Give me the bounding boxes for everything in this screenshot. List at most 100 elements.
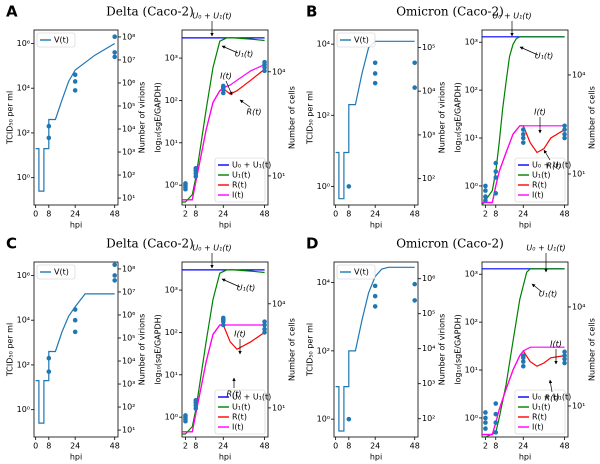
y2-tick-label: 10³ — [422, 130, 435, 139]
x-tick-label: 8 — [46, 210, 51, 219]
x-tick-label: 48 — [259, 210, 269, 219]
data-point — [562, 135, 567, 141]
legend-box — [336, 264, 376, 280]
y2-axis-label: Number of virions — [438, 82, 447, 154]
y2-tick-label: 10⁴ — [422, 344, 435, 353]
annotation-arrow — [531, 283, 543, 293]
y2-tick-label: 10² — [122, 171, 135, 180]
data-point — [562, 123, 567, 129]
data-point — [72, 72, 78, 78]
y-tick-label: 10⁴ — [17, 316, 30, 325]
x-tick-label: 8 — [193, 442, 198, 451]
data-point — [112, 54, 118, 60]
annotation: R(t) — [545, 394, 560, 403]
data-point — [520, 131, 526, 137]
annotation: U₁(t) — [235, 50, 253, 59]
data-point — [483, 420, 488, 425]
y-tick-label: 10² — [317, 346, 330, 355]
x-axis-label: hpi — [370, 221, 382, 230]
legend-label: U₀ + U₁(t) — [532, 393, 571, 402]
panel-title: Delta (Caco-2) — [106, 237, 194, 251]
y2-tick-label: 10² — [122, 403, 135, 412]
x-tick-label: 0 — [333, 210, 338, 219]
data-point — [193, 165, 199, 171]
y2-tick-label: 10⁶ — [122, 78, 135, 87]
y-tick-label: 10² — [465, 318, 478, 327]
data-point — [262, 68, 267, 74]
data-point — [46, 369, 52, 374]
y2-tick-label: 10⁵ — [122, 101, 135, 110]
x-tick-label: 24 — [70, 210, 80, 219]
data-point — [46, 355, 52, 361]
data-point — [493, 160, 499, 166]
data-point — [346, 184, 352, 189]
panel-label: C — [6, 235, 17, 253]
x-tick-label: 0 — [33, 442, 38, 451]
data-point — [46, 135, 52, 141]
annotation: R(t) — [227, 390, 242, 399]
y-tick-label: 10⁰ — [17, 405, 30, 414]
y2-tick-label: 10⁸ — [122, 32, 135, 41]
y-tick-label: 10⁰ — [165, 413, 178, 422]
x-axis-label: hpi — [219, 221, 231, 230]
y-tick-label: 10³ — [165, 54, 178, 63]
data-point — [483, 410, 488, 415]
x-tick-label: 8 — [346, 442, 351, 451]
y2-tick-label: 10⁴ — [122, 357, 135, 366]
x-tick-label: 48 — [110, 442, 120, 451]
annotation-arrow — [225, 80, 233, 96]
y2-tick-label: 10¹ — [122, 426, 135, 435]
x-tick-label: 48 — [110, 210, 120, 219]
legend-label: U₀ + U₁(t) — [532, 161, 571, 170]
y2-tick-label: 10⁴ — [572, 302, 585, 311]
y-tick-label: 10³ — [465, 270, 478, 279]
x-tick-label: 24 — [218, 442, 228, 451]
y2-tick-label: 10² — [422, 414, 435, 423]
data-point — [220, 83, 226, 89]
y-axis-label: log₁₀(sgE/GAPDH) — [454, 314, 463, 385]
y2-tick-label: 10⁷ — [122, 287, 135, 296]
plot-frame — [33, 29, 119, 206]
data-point — [372, 80, 378, 86]
x-tick-label: 48 — [410, 210, 420, 219]
legend-label: V(t) — [354, 268, 369, 277]
series-line — [182, 64, 265, 201]
legend-label: V(t) — [54, 268, 69, 277]
legend-label: U₀ + U₁(t) — [232, 161, 271, 170]
y-tick-label: 10⁴ — [317, 278, 330, 287]
data-point — [72, 88, 78, 93]
annotation-arrow — [548, 379, 553, 393]
x-axis-label: hpi — [519, 453, 531, 462]
y2-tick-label: 10⁴ — [272, 67, 285, 76]
series-line — [35, 42, 116, 192]
plot-frame — [33, 261, 119, 438]
series-line — [482, 125, 565, 204]
plot-frame — [181, 29, 269, 206]
data-point — [262, 330, 267, 335]
y2-axis-label: Number of cells — [288, 318, 297, 381]
data-point — [372, 71, 378, 76]
data-point — [493, 175, 499, 180]
x-tick-label: 48 — [559, 442, 569, 451]
data-point — [562, 360, 567, 366]
data-point — [220, 90, 226, 96]
legend-label: I(t) — [232, 191, 244, 200]
y-tick-label: 10¹ — [165, 370, 178, 379]
y2-axis-label: Number of virions — [138, 82, 147, 154]
y2-tick-label: 10¹ — [572, 401, 585, 410]
series-line — [182, 324, 265, 433]
x-tick-label: 48 — [259, 442, 269, 451]
y-tick-label: 10³ — [165, 286, 178, 295]
legend-label: U₁(t) — [532, 171, 550, 180]
data-point — [412, 281, 418, 287]
y-axis-label: TCID₅₀ per ml — [6, 91, 15, 145]
series-line — [335, 266, 415, 432]
plot-frame — [333, 261, 419, 438]
legend-label: R(t) — [532, 413, 547, 422]
y2-axis-label: Number of cells — [588, 318, 597, 381]
y-tick-label: 10⁰ — [465, 181, 478, 190]
annotation: U₁(t) — [539, 290, 557, 299]
data-point — [412, 60, 418, 66]
y2-tick-label: 10⁸ — [122, 264, 135, 273]
data-point — [262, 326, 267, 332]
